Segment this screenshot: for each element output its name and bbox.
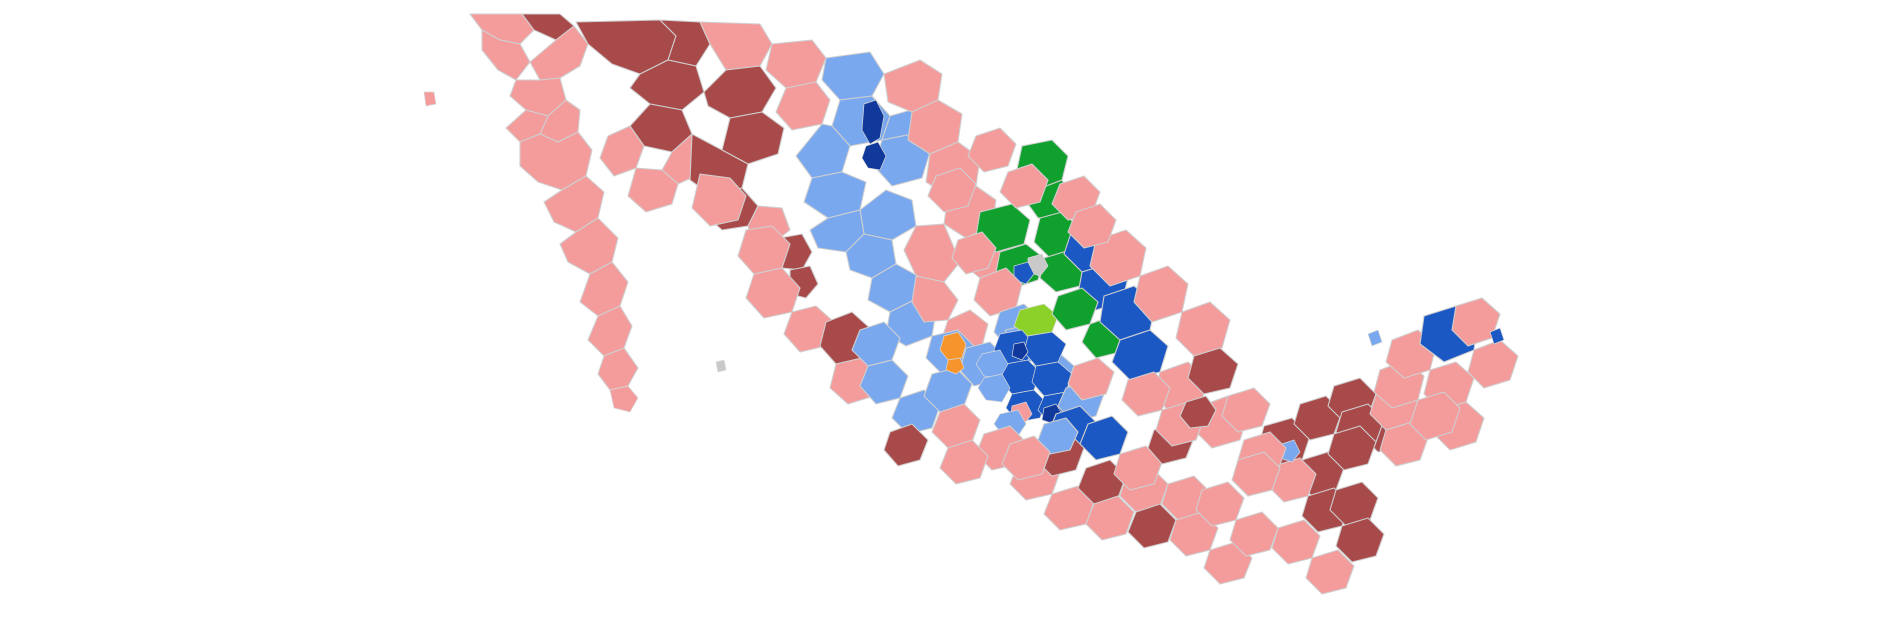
district-bajio-11: [891, 389, 941, 435]
district-veracruz-5: [1187, 347, 1239, 395]
district-quintanaroo-4: [1409, 391, 1461, 441]
district-filler-south-3: [1221, 387, 1271, 433]
district-filler-north-4: [967, 127, 1017, 173]
district-yucatan-islet-1: [1489, 327, 1505, 345]
district-filler-south-2: [1231, 451, 1281, 497]
district-campeche-2: [1327, 425, 1377, 471]
district-filler-mid-1: [1001, 435, 1051, 481]
district-mc-orange: [939, 331, 967, 361]
district-filler-west-2: [939, 439, 989, 485]
district-bcs-tip: [609, 385, 639, 413]
district-filler-north-1: [951, 231, 997, 275]
district-guerrero-6: [1085, 495, 1135, 541]
district-oaxaca-7: [1229, 511, 1279, 557]
district-cdmx-navy-1: [1011, 341, 1029, 361]
district-filler-central-2: [1113, 445, 1163, 491]
district-filler-mid-2: [1179, 395, 1217, 429]
district-filler-north-3: [999, 163, 1049, 209]
district-nayarit-islas: [715, 359, 727, 373]
district-filler-north-2: [927, 167, 977, 213]
district-sinaloa-1: [691, 173, 747, 227]
district-chihuahua-2: [703, 65, 777, 119]
district-cdmx-lightblue-2: [977, 373, 1011, 403]
district-sonora-3: [629, 59, 705, 111]
district-bcs-islet: [423, 91, 437, 107]
district-oaxaca-2: [1127, 503, 1177, 549]
district-sonora-7: [627, 167, 679, 213]
district-yucatan-islet-2: [1367, 329, 1383, 347]
district-chiapas-6: [1305, 549, 1355, 595]
district-bc-north-3: [481, 29, 531, 81]
district-filler-north-6: [1067, 203, 1117, 249]
district-bcs-1: [519, 131, 593, 191]
district-pan-navy-2: [861, 141, 887, 171]
district-chiapas-8: [1335, 517, 1385, 563]
district-sonora-5: [599, 125, 645, 177]
district-filler-west-3: [883, 423, 929, 467]
district-layer: [423, 13, 1519, 595]
district-pan-navy-1: [861, 99, 885, 145]
district-mc-orange-2: [945, 357, 965, 375]
district-veracruz-4: [1175, 301, 1231, 357]
